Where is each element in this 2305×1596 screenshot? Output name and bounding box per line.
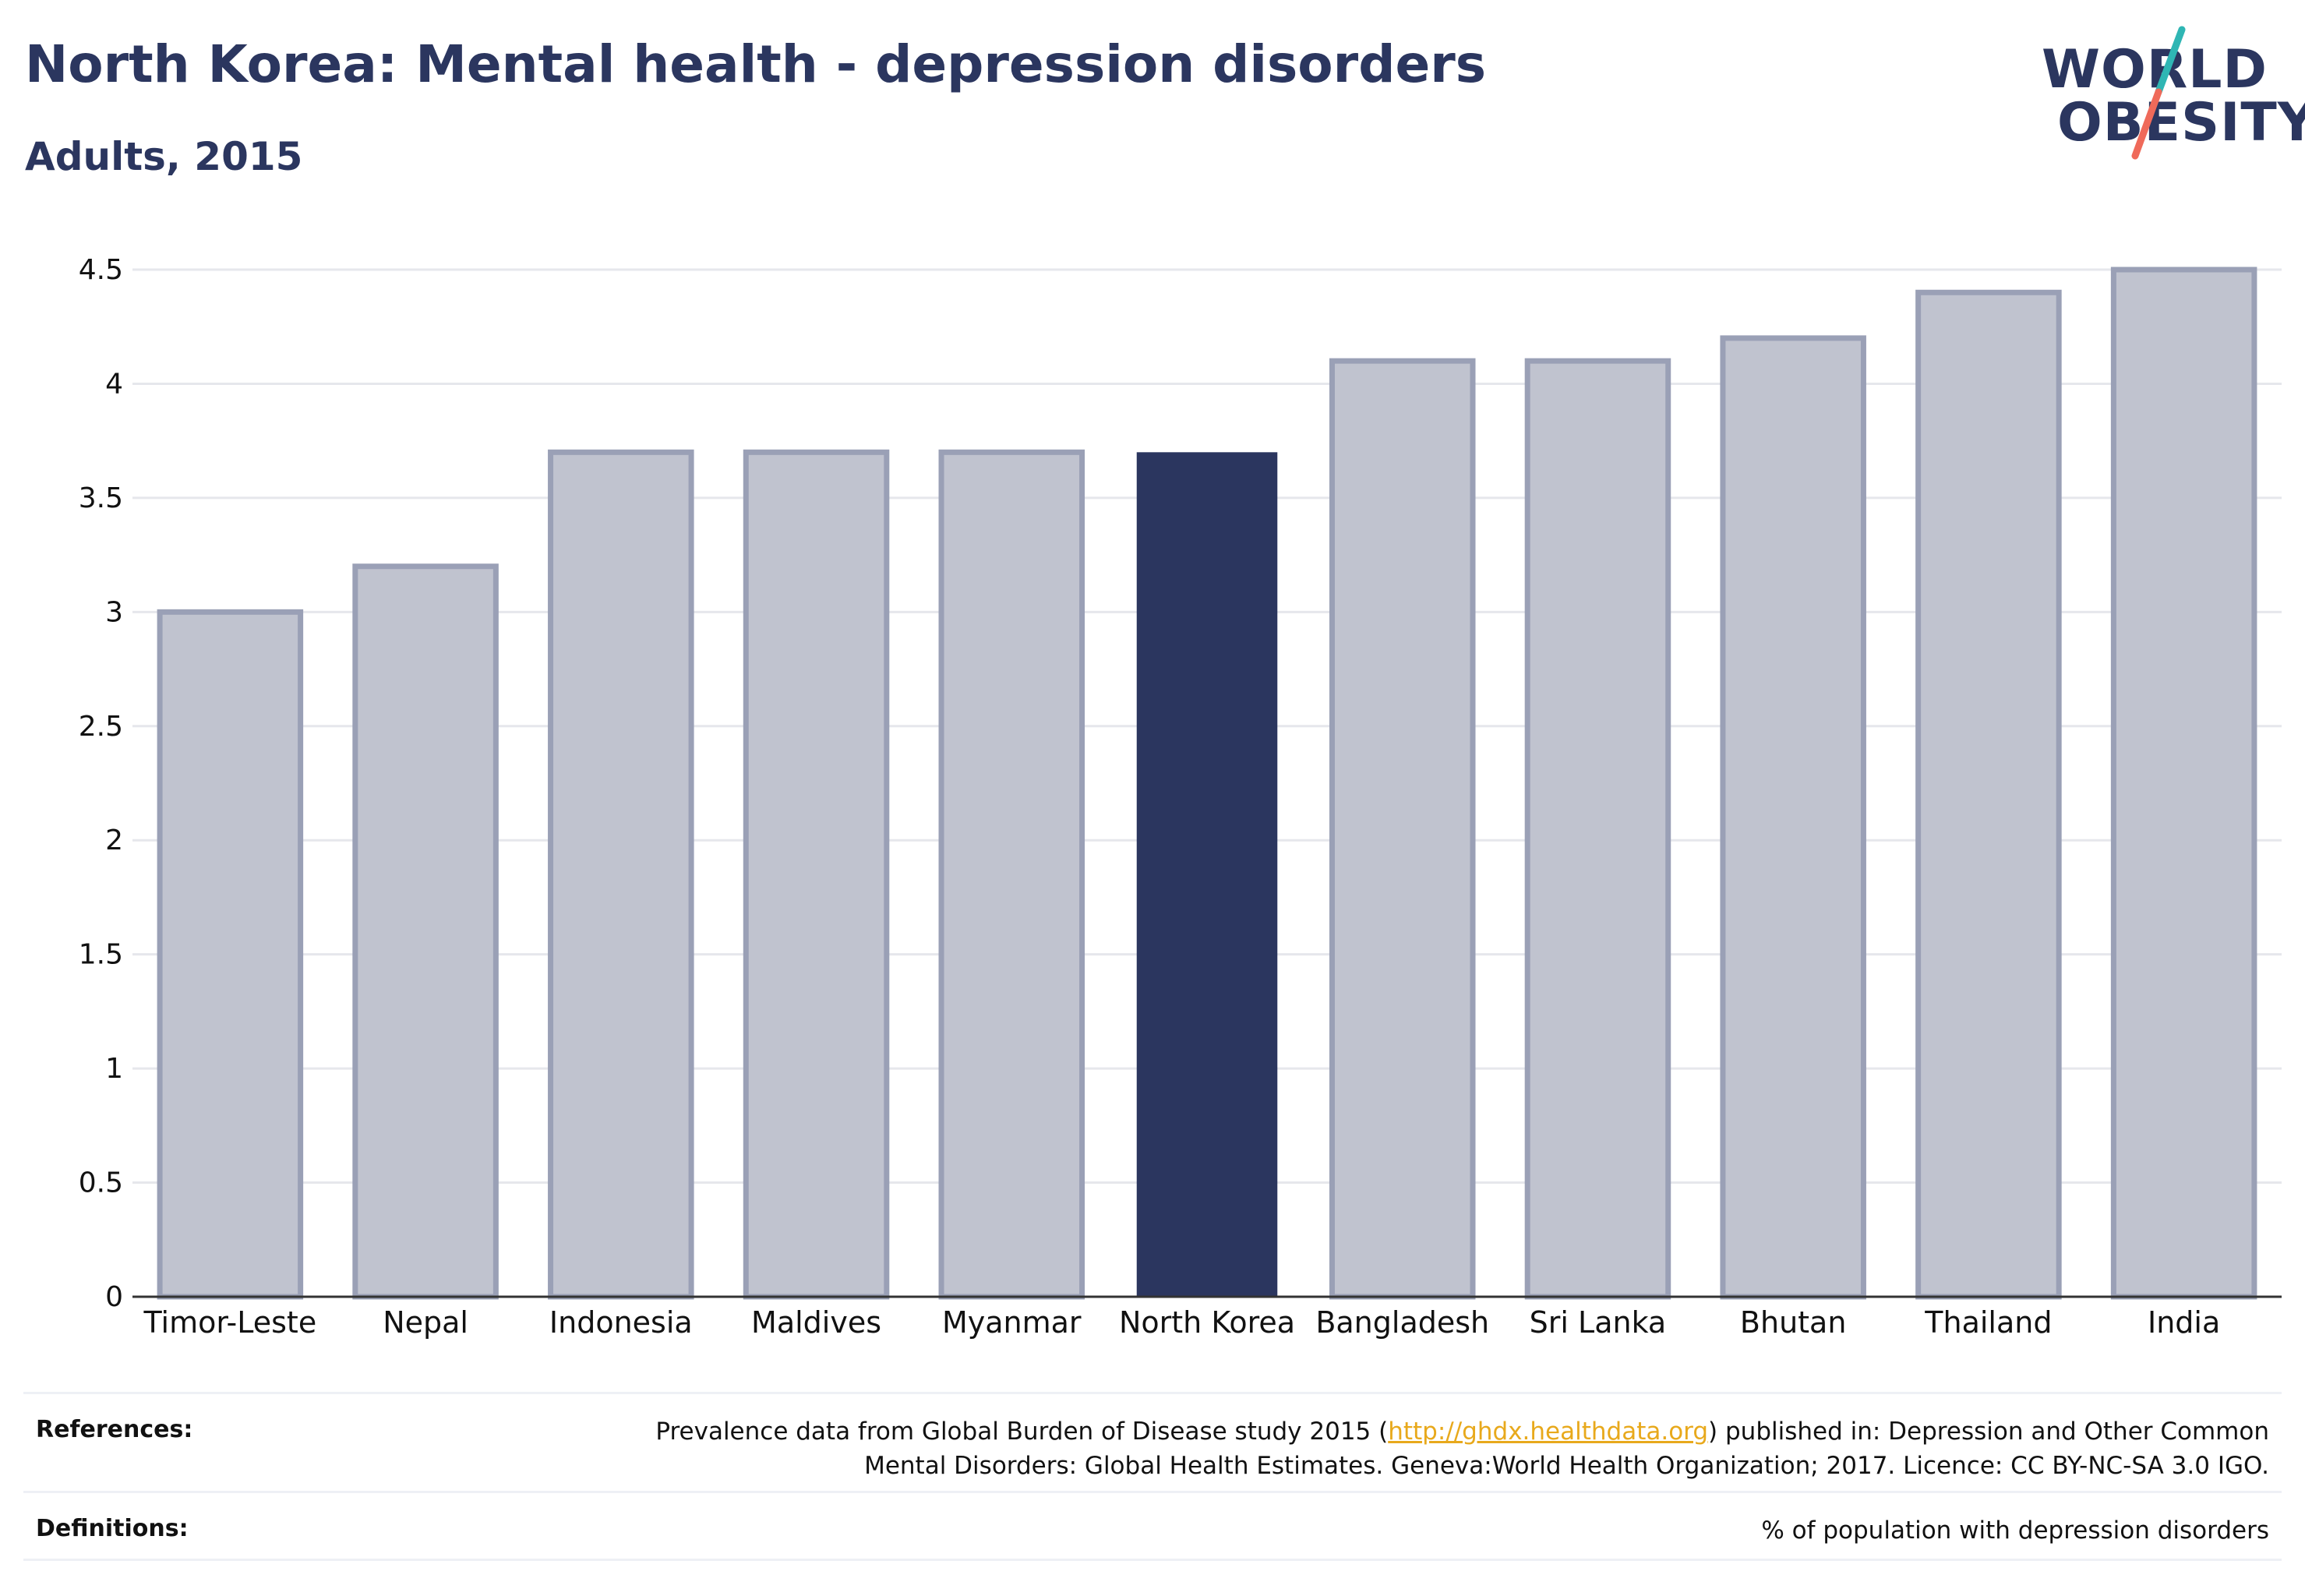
bar-nepal (352, 563, 499, 1300)
logo-text-obesity: OBESITY (2057, 92, 2305, 154)
y-tick-label: 1.5 (79, 939, 123, 971)
y-tick-label: 4.5 (79, 254, 123, 286)
bar-thailand (1915, 289, 2062, 1300)
references-text-before: Prevalence data from Global Burden of Di… (655, 1418, 1389, 1446)
y-tick-label: 2.5 (79, 711, 123, 743)
x-tick-label: Myanmar (942, 1305, 1082, 1340)
y-tick-label: 1 (105, 1053, 123, 1085)
x-tick-label: North Korea (1119, 1305, 1295, 1340)
references-label: References: (36, 1416, 193, 1443)
bar-maldives (743, 449, 890, 1300)
logo-slash-icon (2131, 26, 2186, 160)
references-row: References: Prevalence data from Global … (23, 1394, 2282, 1493)
bar-sri-lanka (1524, 358, 1671, 1300)
references-text-line2: Mental Disorders: Global Health Estimate… (864, 1452, 2269, 1480)
y-tick-label: 4 (105, 368, 123, 400)
x-axis-tick-labels: Timor-Leste Nepal Indonesia Maldives Myanmar… (143, 1305, 2220, 1340)
bar-chart: 0 0.5 1 1.5 2 2.5 3 3.5 4 4.5 Timor-Leste Nepal Ind… (79, 254, 2282, 1340)
bar-india (2110, 267, 2257, 1300)
x-tick-label: Timor-Leste (143, 1305, 316, 1340)
y-tick-label: 3 (105, 596, 123, 628)
x-tick-label: Nepal (383, 1305, 468, 1340)
logo-text-world: WORLD (2042, 39, 2268, 101)
references-text-after: ) published in: Depression and Other Com… (1708, 1418, 2269, 1446)
x-tick-label: Indonesia (549, 1305, 693, 1340)
y-tick-label: 0.5 (79, 1167, 123, 1199)
x-tick-label: Bhutan (1740, 1305, 1847, 1340)
x-tick-label: Sri Lanka (1530, 1305, 1667, 1340)
bar-north-korea (1136, 452, 1278, 1298)
chart-title: North Korea: Mental health - depression … (25, 34, 1487, 94)
chart-subtitle: Adults, 2015 (25, 134, 303, 179)
references-link[interactable]: http://ghdx.healthdata.org (1388, 1418, 1709, 1446)
y-axis-tick-labels: 0 0.5 1 1.5 2 2.5 3 3.5 4 4.5 (79, 254, 123, 1313)
bar-indonesia (548, 449, 694, 1300)
x-tick-label: Thailand (1924, 1305, 2052, 1340)
bar-myanmar (938, 449, 1085, 1300)
definitions-label: Definitions: (36, 1515, 189, 1542)
x-tick-label: Bangladesh (1315, 1305, 1489, 1340)
x-tick-label: India (2148, 1305, 2220, 1340)
y-tick-label: 3.5 (79, 482, 123, 514)
world-obesity-logo: WORLD OBESITY (2026, 23, 2305, 164)
references-text: Prevalence data from Global Burden of Di… (477, 1414, 2269, 1483)
definitions-row: Definitions: % of population with depres… (23, 1493, 2282, 1561)
y-tick-label: 0 (105, 1281, 123, 1313)
chart-bars (157, 267, 2257, 1300)
notes-panel: References: Prevalence data from Global … (23, 1392, 2282, 1561)
bar-bhutan (1720, 335, 1866, 1300)
y-tick-label: 2 (105, 824, 123, 856)
bar-timor-leste (157, 609, 304, 1300)
definitions-text: % of population with depression disorder… (1761, 1517, 2269, 1545)
bar-bangladesh (1329, 358, 1476, 1300)
x-tick-label: Maldives (751, 1305, 881, 1340)
